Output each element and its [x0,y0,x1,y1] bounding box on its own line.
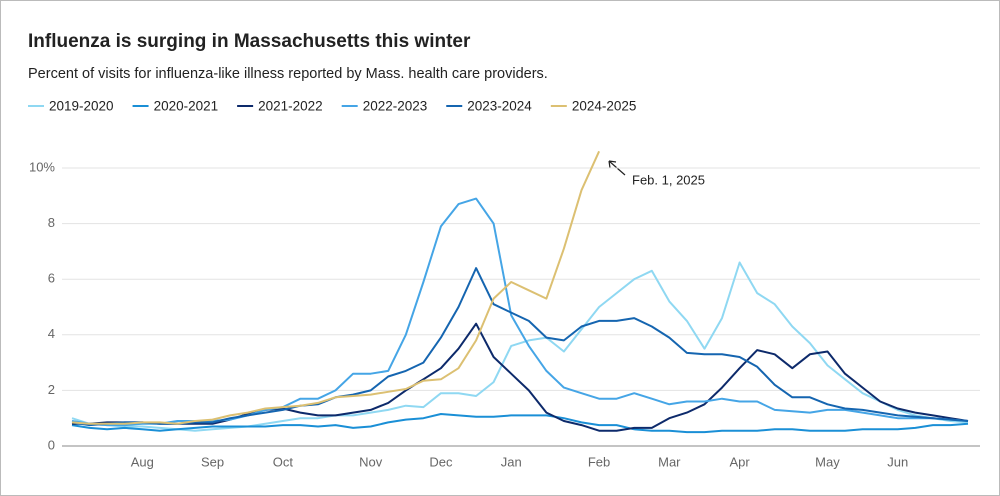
series-line [71,413,969,434]
x-tick-label: Jan [501,454,522,469]
y-tick-label: 4 [48,326,55,341]
legend-label: 2021-2022 [258,99,323,114]
legend-label: 2022-2023 [363,99,428,114]
legend-label: 2024-2025 [572,99,637,114]
x-tick-label: Jun [887,454,908,469]
y-tick-label: 0 [48,437,55,452]
x-tick-label: Aug [131,454,154,469]
y-tick-label: 10% [29,159,55,174]
series-line [71,261,969,432]
chart-title: Influenza is surging in Massachusetts th… [28,31,471,52]
y-tick-label: 2 [48,382,55,397]
chart-subtitle: Percent of visits for influenza-like ill… [28,66,548,82]
x-tick-label: Nov [359,454,383,469]
series-line [71,150,601,425]
y-tick-label: 6 [48,271,55,286]
series-line [72,322,969,432]
x-tick-label: Apr [729,454,750,469]
x-tick-label: Dec [429,454,453,469]
annotation: Feb. 1, 2025 [632,172,705,187]
x-tick-label: Feb [588,454,610,469]
x-tick-label: Mar [658,454,681,469]
legend-label: 2023-2024 [467,99,532,114]
x-tick-label: Sep [201,454,224,469]
series-line [71,267,969,427]
x-tick-label: Oct [273,454,294,469]
legend-label: 2020-2021 [154,99,219,114]
x-tick-label: May [815,454,840,469]
y-tick-label: 8 [48,215,55,230]
legend-label: 2019-2020 [49,99,114,114]
